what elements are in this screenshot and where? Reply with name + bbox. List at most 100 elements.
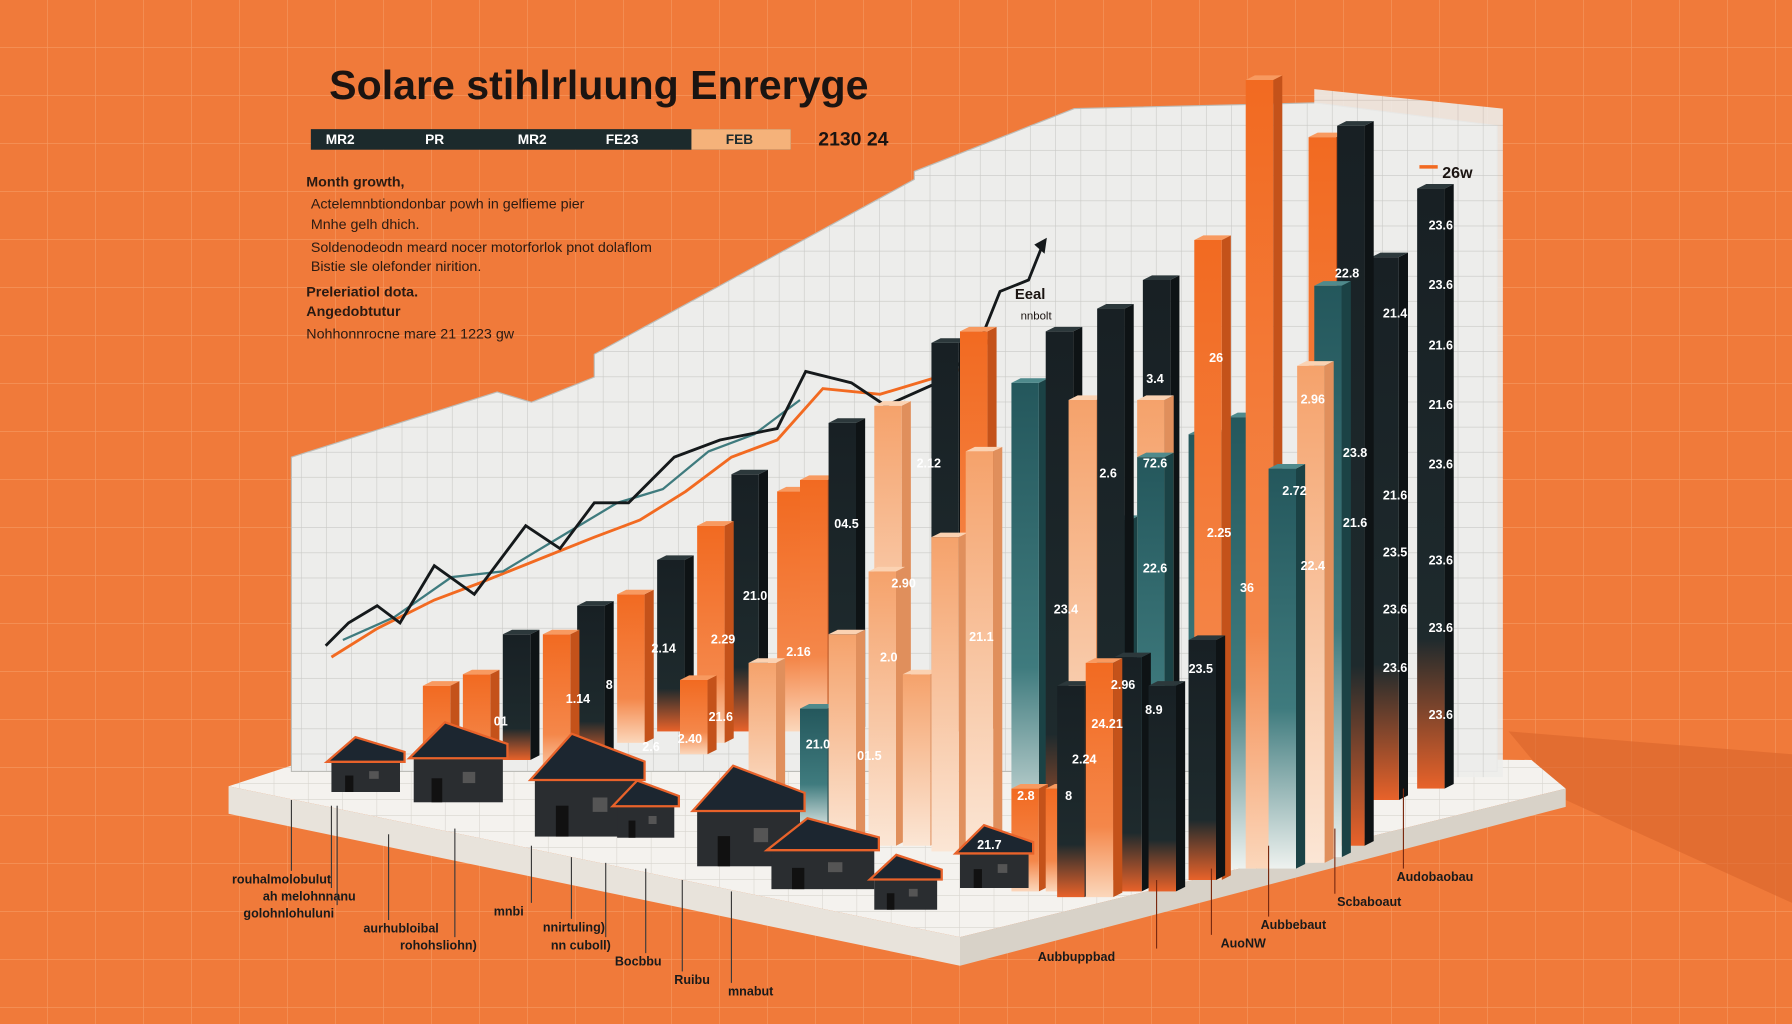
bar-top: [1194, 235, 1231, 240]
bar-top: [748, 658, 786, 663]
bar-top: [697, 521, 734, 526]
house-door: [628, 820, 636, 838]
bar-face: [902, 674, 931, 846]
notes: Month growth, Actelemnbtiondonbar powh in…: [306, 175, 652, 343]
bar-label: 2.40: [678, 732, 702, 746]
bar-top: [422, 681, 460, 686]
house-door: [886, 893, 895, 910]
bar-top: [1148, 681, 1186, 686]
bar-top: [462, 669, 500, 675]
legend-label: MR2: [518, 132, 547, 147]
bar-face: [800, 708, 828, 835]
bar-label: 2.6: [642, 740, 659, 754]
bottom-label: Aubbebaut: [1261, 918, 1327, 932]
bar-label: 26: [1209, 351, 1223, 365]
legend-bar: [310, 129, 791, 150]
bar-side: [724, 521, 734, 743]
bar-top: [1245, 75, 1283, 80]
bar-face: [1268, 468, 1296, 869]
bar-top: [1268, 464, 1306, 469]
bar-label: 2.16: [786, 645, 810, 659]
legend: MR2 PR MR2 FE23 FEB: [326, 132, 754, 147]
legend-label: FE23: [606, 132, 639, 147]
bar-label: 2.25: [1207, 526, 1231, 540]
bar-top: [731, 469, 768, 475]
trend-line: [330, 330, 996, 659]
note: Soldenodeodn meard nocer motorforlok pno…: [311, 240, 652, 256]
bar-label: 21.6: [709, 710, 733, 724]
house-door: [555, 805, 569, 837]
bar-label: 04.5: [834, 517, 858, 531]
house-door: [973, 869, 982, 888]
house-roof: [323, 735, 406, 763]
bar-label: 2.8: [1017, 789, 1034, 803]
house-window: [753, 828, 769, 843]
bottom-label: mnbi: [494, 904, 524, 918]
bar-label: 21.6: [1343, 516, 1367, 530]
bottom-label: nn cuboll): [551, 939, 611, 953]
bar-label: 22.4: [1301, 559, 1325, 573]
bar-top: [1417, 184, 1454, 189]
bar-label: 21.4: [1383, 307, 1407, 321]
bar-label: 21.7: [977, 838, 1001, 852]
bar-label: 8: [606, 678, 613, 692]
bar-labels: 3.4 26 2.96 2.12 72.6 2.6 2.72 21.6 21.6 23.8 22.8…: [494, 219, 1453, 852]
legend-label: PR: [425, 132, 444, 147]
note: Nohhonnrocne mare 21 1223 gw: [306, 327, 514, 343]
bar-face: [577, 605, 605, 760]
bar-face: [1371, 257, 1399, 801]
bar-face: [617, 594, 645, 743]
bottom-label: golohnlohuluni: [243, 907, 334, 921]
bottom-label: AuoNW: [1221, 936, 1266, 950]
bar-label: 2.90: [891, 576, 915, 590]
bar-label: 2.72: [1282, 484, 1306, 498]
house-door: [792, 867, 805, 890]
legend-bar: [691, 129, 791, 150]
shadow: [1508, 731, 1792, 903]
bar-label: 23.5: [1189, 662, 1213, 676]
bar-top: [1142, 275, 1180, 280]
trend-line: [342, 399, 801, 642]
bar-label: 23.6: [1429, 708, 1453, 722]
bar-label: 21.0: [806, 737, 830, 751]
house-window: [462, 771, 476, 784]
bar-label: 2.96: [1301, 392, 1325, 406]
bar-face: [1057, 685, 1085, 898]
house-body: [960, 853, 1029, 888]
house-window: [369, 771, 379, 779]
bottom-label: aurhubloibal: [363, 921, 438, 935]
house-window: [997, 864, 1008, 873]
bottom-label: rouhalmolobulut: [232, 872, 332, 886]
bar-top: [657, 555, 694, 560]
floor-edge: [960, 788, 1566, 966]
bar-face: [1011, 382, 1039, 858]
bar-side: [1444, 184, 1454, 789]
bar-top: [502, 629, 540, 635]
bar-top: [1314, 281, 1351, 286]
note: Mnhe gelh dhich.: [311, 217, 420, 233]
bar-side: [1296, 464, 1306, 869]
bar-top: [577, 601, 614, 606]
bar-top: [800, 704, 837, 709]
bar-top: [828, 418, 866, 423]
bottom-label: Bocbbu: [615, 955, 662, 969]
bar-top: [868, 566, 906, 572]
bar-label: 1.14: [566, 692, 590, 706]
floor-edge: [228, 786, 961, 966]
bar-label: 36: [1240, 581, 1254, 595]
bar-side: [993, 446, 1003, 852]
bar-label: 23.6: [1429, 278, 1453, 292]
bar-side: [707, 675, 717, 755]
bar-label: 72.6: [1143, 456, 1167, 470]
house-roof: [609, 779, 680, 808]
bar-side: [604, 601, 614, 760]
bar-label: 8: [1065, 789, 1072, 803]
house-window: [828, 862, 843, 873]
bar-label: 01: [494, 715, 508, 729]
house-roof: [952, 823, 1035, 855]
bar-side: [644, 589, 654, 743]
bar-label: 23.6: [1429, 219, 1453, 233]
note: Actelemnbtiondonbar powh in gelfieme pie…: [311, 196, 585, 212]
house-body: [874, 879, 938, 910]
house-body: [771, 850, 875, 890]
